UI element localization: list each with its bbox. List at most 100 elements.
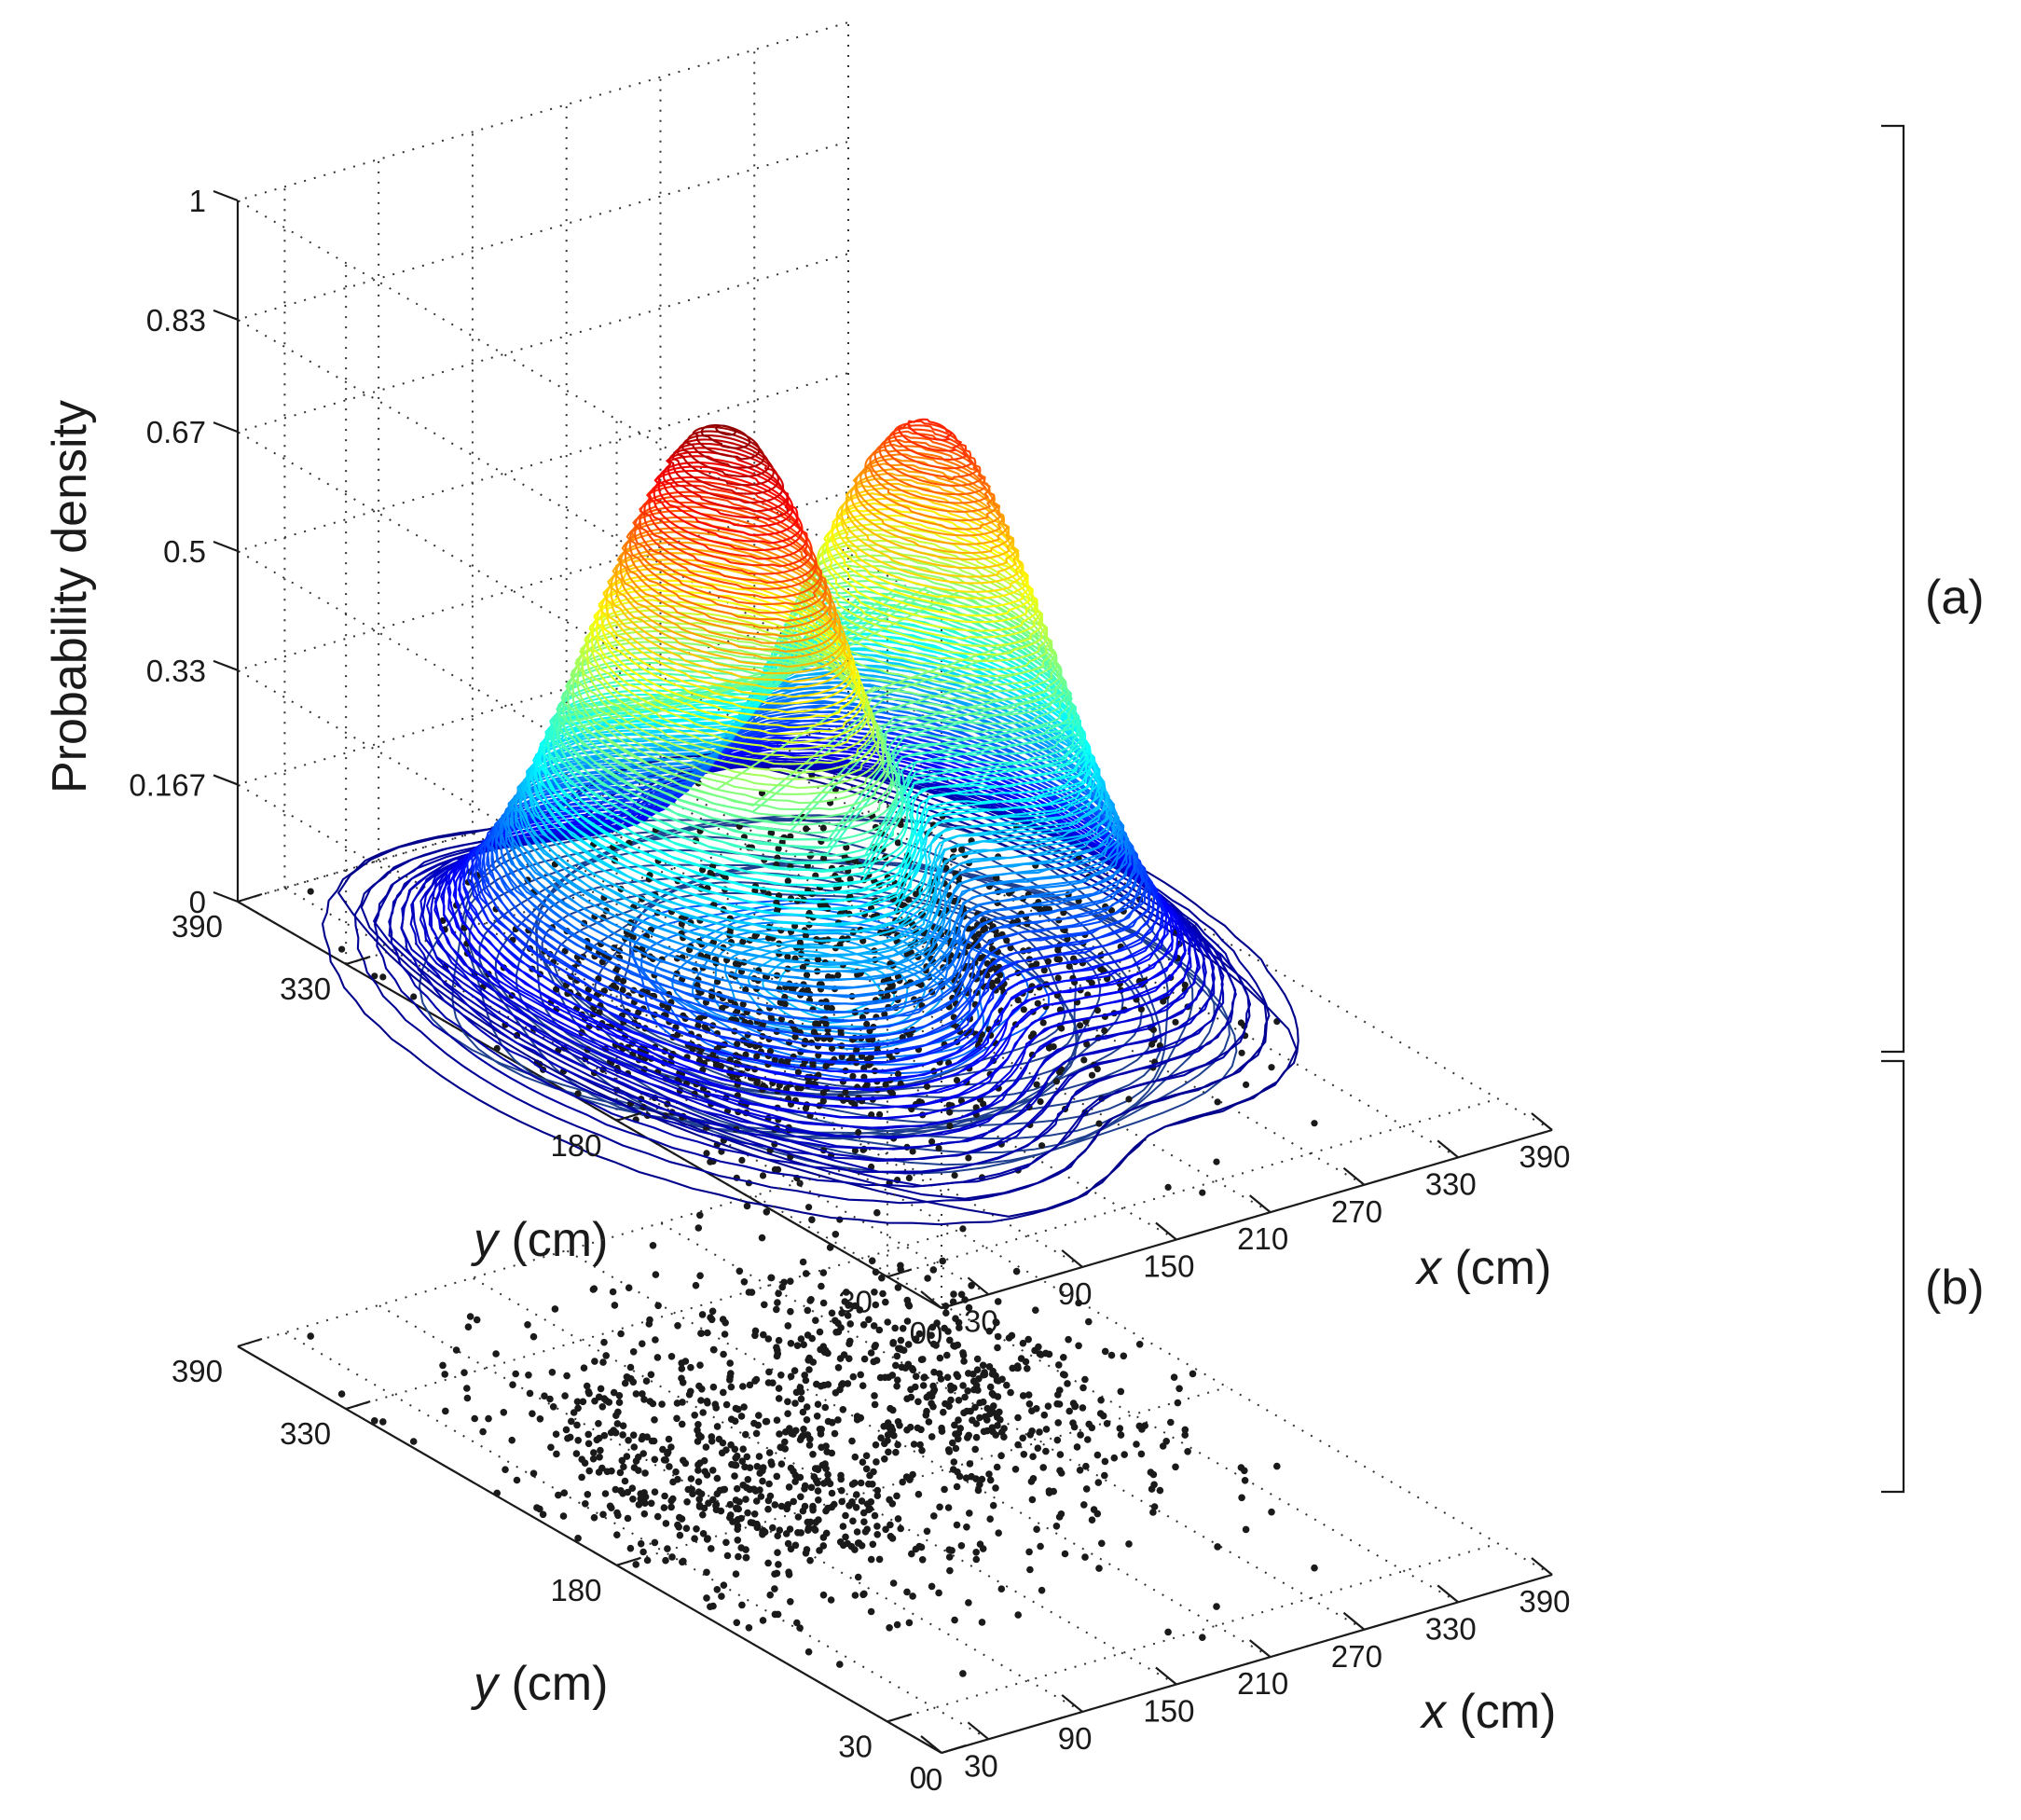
a-x-tick-mark-4: [1248, 1194, 1272, 1214]
scatter-point: [1096, 1410, 1105, 1417]
scatter-point: [832, 1317, 839, 1325]
scatter-point: [742, 1496, 749, 1503]
sample-point: [905, 1174, 914, 1181]
scatter-point: [1055, 1361, 1063, 1369]
sample-point: [882, 1081, 889, 1088]
b-y-tick-label-3: 330: [280, 1416, 331, 1451]
scatter-point: [1025, 1400, 1034, 1408]
scatter-point: [1036, 1428, 1043, 1436]
scatter-point: [708, 1307, 717, 1316]
sample-point: [1148, 1041, 1156, 1048]
scatter-point: [640, 1396, 648, 1403]
scatter-point: [595, 1434, 603, 1442]
scatter-point: [1214, 1543, 1221, 1551]
scatter-point: [806, 1435, 814, 1443]
scatter-point: [441, 1371, 449, 1378]
scatter-point: [746, 1381, 754, 1389]
y-axis-unit-b: (cm): [498, 1657, 608, 1711]
scatter-point: [804, 1306, 812, 1315]
scatter-point: [1088, 1516, 1096, 1524]
scatter-point: [674, 1322, 681, 1330]
scatter-point: [697, 1490, 706, 1498]
b-y-tick-label-0: 0: [910, 1760, 927, 1795]
scatter-point: [1181, 1426, 1189, 1434]
scatter-point: [1093, 1451, 1102, 1459]
scatter-point: [628, 1484, 637, 1492]
scatter-point: [1020, 1451, 1028, 1458]
scatter-point: [774, 1299, 781, 1306]
sample-point: [794, 1084, 802, 1092]
scatter-point: [1037, 1542, 1044, 1551]
grid-line-x-3: [472, 832, 1177, 1241]
scatter-point: [720, 1581, 728, 1589]
scatter-point: [615, 1399, 624, 1406]
surface-iso-line: [826, 512, 1034, 617]
scatter-point: [819, 1534, 828, 1541]
scatter-point: [1070, 1423, 1079, 1431]
scatter-point: [647, 1499, 655, 1508]
scatter-point: [792, 1427, 800, 1435]
sample-point: [613, 975, 622, 983]
scatter-point: [732, 1496, 740, 1504]
scatter-point: [744, 1476, 752, 1483]
scatter-point: [1065, 1335, 1072, 1344]
scatter-point: [796, 1384, 804, 1391]
surface-iso-line: [614, 541, 838, 653]
scatter-point: [712, 1502, 720, 1510]
sample-point: [997, 972, 1004, 979]
sample-point: [1237, 1019, 1244, 1027]
scatter-point: [695, 1382, 703, 1390]
surface-iso-line: [811, 538, 1047, 656]
scatter-point: [887, 1404, 894, 1413]
sample-point: [775, 1165, 782, 1173]
scatter-point: [1159, 1442, 1167, 1450]
scatter-point: [666, 1463, 673, 1470]
scatter-point: [695, 1503, 704, 1510]
scatter-point: [819, 1299, 828, 1307]
scatter-point: [904, 1341, 913, 1348]
scatter-point: [923, 1527, 931, 1536]
scatter-point: [905, 1619, 914, 1627]
scatter-point: [573, 1421, 581, 1429]
sample-point: [1238, 1049, 1245, 1056]
surface-iso-line: [598, 577, 856, 705]
scatter-point: [985, 1470, 993, 1478]
scatter-point: [973, 1366, 982, 1373]
grid-line-y-2: [616, 941, 1228, 1122]
panel-b-label: (b): [1925, 1261, 1985, 1315]
surface-iso-line: [581, 615, 873, 759]
panel-a: 0309015021027033039003018033039000.1670.…: [43, 21, 1571, 1352]
scatter-point: [878, 1274, 886, 1282]
scatter-point: [549, 1403, 557, 1411]
scatter-point: [974, 1486, 983, 1495]
sample-point: [894, 1070, 902, 1078]
scatter-point: [856, 1306, 864, 1314]
scatter-point: [596, 1454, 603, 1461]
scatter-point: [787, 1598, 794, 1606]
scatter-point: [726, 1500, 735, 1509]
scatter-point: [797, 1395, 805, 1403]
scatter-point: [992, 1484, 999, 1492]
surface-iso-line: [474, 727, 1157, 1055]
sample-point: [796, 939, 804, 946]
surface-iso-line: [557, 595, 1075, 841]
scatter-point: [851, 1592, 859, 1599]
surface-iso-line: [632, 505, 823, 600]
sample-point: [1137, 1005, 1145, 1013]
scatter-point: [773, 1305, 780, 1314]
sample-point: [707, 869, 714, 876]
scatter-point: [639, 1450, 647, 1457]
scatter-point: [866, 1471, 873, 1480]
sample-point: [1164, 1183, 1172, 1191]
scatter-point: [811, 1465, 819, 1472]
scatter-point: [718, 1592, 725, 1600]
scatter-point: [707, 1314, 714, 1321]
sample-point: [1039, 1019, 1047, 1027]
sample-point: [1199, 1189, 1206, 1196]
sample-point: [1020, 1006, 1027, 1013]
scatter-point: [1025, 1548, 1033, 1556]
scatter-point: [777, 1372, 785, 1379]
scatter-point: [812, 1476, 820, 1484]
scatter-point: [610, 1388, 618, 1397]
scatter-point: [630, 1443, 639, 1451]
